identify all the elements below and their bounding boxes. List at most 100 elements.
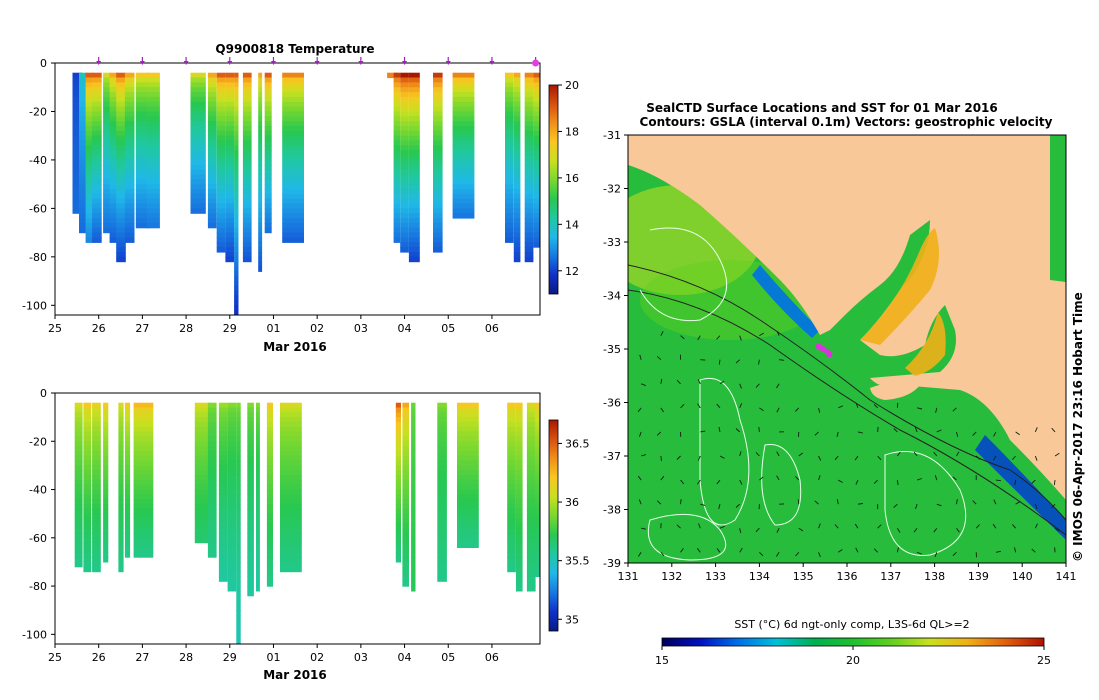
velocity-vector bbox=[795, 476, 800, 481]
profile-cell bbox=[400, 169, 409, 175]
profile-cell bbox=[236, 610, 241, 616]
profile-cell bbox=[395, 426, 401, 433]
profile-cell bbox=[124, 222, 135, 229]
velocity-vector bbox=[719, 380, 725, 385]
profile-cell bbox=[393, 135, 401, 142]
profile-cell bbox=[513, 121, 521, 127]
profile-cell bbox=[103, 155, 111, 161]
profile-cell bbox=[234, 72, 239, 79]
profile-cell bbox=[513, 227, 521, 234]
profile-cell bbox=[216, 203, 226, 209]
profile-cell bbox=[433, 121, 443, 127]
profile-cell bbox=[72, 208, 83, 214]
profile-cell bbox=[227, 557, 237, 563]
profile-cell bbox=[505, 164, 514, 171]
profile-cell bbox=[457, 412, 479, 418]
profile-cell bbox=[258, 179, 263, 185]
profile-cell bbox=[109, 227, 118, 234]
velocity-vector bbox=[836, 499, 839, 505]
profile-cell bbox=[411, 450, 416, 457]
profile-cell bbox=[103, 407, 109, 413]
profile-cell bbox=[242, 189, 252, 195]
profile-cell bbox=[266, 465, 273, 471]
profile-cell bbox=[103, 159, 111, 166]
profile-cell bbox=[408, 169, 420, 175]
profile-cell bbox=[124, 504, 131, 510]
profile-cell bbox=[282, 140, 304, 146]
profile-cell bbox=[408, 208, 420, 214]
profile-cell bbox=[218, 523, 228, 529]
profile-cell bbox=[524, 145, 534, 151]
profile-cell bbox=[207, 130, 217, 137]
profile-cell bbox=[280, 499, 302, 505]
profile-cell bbox=[282, 198, 304, 205]
profile-cell bbox=[256, 557, 260, 563]
profile-cell bbox=[280, 504, 302, 510]
profile-cell bbox=[207, 101, 217, 108]
profile-cell bbox=[74, 513, 83, 520]
profile-cell bbox=[236, 499, 241, 505]
profile-cell bbox=[452, 77, 475, 83]
profile-cell bbox=[433, 135, 443, 142]
profile-cell bbox=[74, 518, 83, 524]
profile-cell bbox=[533, 174, 540, 180]
cast-marker bbox=[314, 61, 320, 65]
profile-cell bbox=[505, 184, 514, 190]
profile-cell bbox=[118, 523, 124, 529]
profile-cell bbox=[408, 82, 420, 88]
profile-cell bbox=[437, 504, 447, 510]
profile-cell bbox=[118, 566, 124, 573]
profile-cell bbox=[533, 96, 540, 103]
x-tick-label: 01 bbox=[266, 322, 280, 335]
profile-cell bbox=[524, 193, 534, 200]
profile-cell bbox=[103, 475, 109, 481]
profile-cell bbox=[74, 460, 83, 466]
profile-cell bbox=[146, 189, 160, 195]
profile-cell bbox=[437, 557, 447, 563]
profile-cell bbox=[92, 82, 102, 88]
x-tick-label: 28 bbox=[179, 322, 193, 335]
profile-cell bbox=[526, 566, 536, 573]
profile-cell bbox=[109, 135, 118, 142]
profile-cell bbox=[225, 150, 235, 156]
profile-cell bbox=[524, 121, 534, 127]
velocity-vector bbox=[697, 379, 701, 384]
profile-cell bbox=[264, 77, 272, 83]
profile-cell bbox=[83, 426, 92, 433]
profile-cell bbox=[408, 179, 420, 185]
profile-cell bbox=[533, 116, 540, 122]
profile-cell bbox=[256, 566, 260, 573]
profile-cell bbox=[247, 494, 254, 500]
profile-cell bbox=[236, 523, 241, 529]
profile-cell bbox=[133, 460, 154, 466]
profile-cell bbox=[118, 446, 124, 452]
profile-cell bbox=[408, 189, 420, 195]
profile-cell bbox=[146, 198, 160, 205]
profile-cell bbox=[256, 586, 260, 592]
profile-cell bbox=[524, 106, 534, 112]
profile-cell bbox=[72, 159, 83, 166]
profile-cell bbox=[116, 184, 126, 190]
profile-cell bbox=[457, 542, 479, 548]
profile-cell bbox=[280, 475, 302, 481]
profile-cell bbox=[505, 189, 514, 195]
profile-cell bbox=[513, 208, 521, 214]
profile-cell bbox=[280, 561, 302, 568]
profile-cell bbox=[103, 150, 111, 156]
profile-cell bbox=[124, 135, 135, 142]
profile-cell bbox=[92, 412, 101, 418]
profile-cell bbox=[72, 189, 83, 195]
profile-cell bbox=[433, 169, 443, 175]
profile-cell bbox=[266, 422, 273, 428]
profile-cell bbox=[103, 169, 111, 175]
profile-cell bbox=[452, 189, 475, 195]
profile-cell bbox=[393, 208, 401, 214]
velocity-vector bbox=[660, 330, 664, 336]
velocity-vector bbox=[759, 476, 764, 481]
profile-cell bbox=[533, 164, 540, 171]
profile-cell bbox=[92, 441, 101, 447]
profile-cell bbox=[216, 184, 226, 190]
profile-cell bbox=[411, 407, 416, 413]
profile-cell bbox=[124, 169, 135, 175]
profile-cell bbox=[109, 213, 118, 219]
